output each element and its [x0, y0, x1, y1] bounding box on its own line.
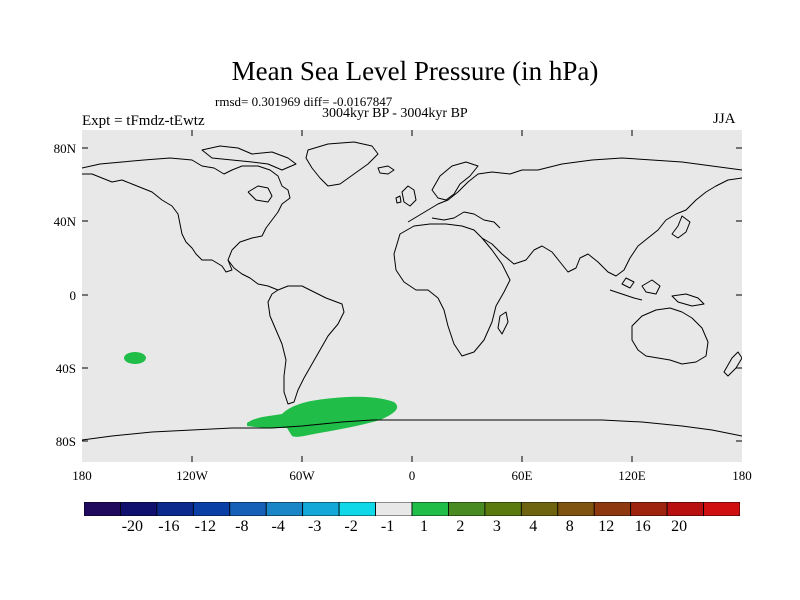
colorbar-label: 1 [420, 518, 428, 535]
colorbar-box [557, 502, 595, 516]
coast-south-america [267, 285, 345, 405]
colorbar-box [302, 502, 340, 516]
colorbar-label: -2 [344, 518, 358, 535]
lat-label-80s: 80S [55, 434, 76, 449]
colorbar-label: -20 [121, 518, 144, 535]
coast-japan [671, 215, 691, 239]
lat-label-40s: 40S [55, 361, 76, 376]
colorbar-label: 3 [492, 518, 501, 535]
colorbar-box [375, 502, 413, 516]
colorbar-box [265, 502, 304, 516]
colorbar-box [593, 502, 632, 516]
lon-label-180w: 180 [72, 468, 92, 483]
lon-label-120w: 120W [176, 468, 208, 483]
colorbar-label: -4 [271, 518, 285, 535]
colorbar-label: -16 [158, 518, 180, 535]
lat-label-40n: 40N [53, 214, 76, 229]
coast-central-america [227, 259, 279, 291]
colorbar-box [666, 502, 704, 516]
experiment-label: Expt = tFmdz-tEwtz [82, 113, 205, 129]
colorbar-box [448, 502, 486, 516]
anomaly-patch-south-pacific [124, 352, 146, 364]
colorbar-box [484, 502, 522, 516]
colorbar-label: -3 [308, 518, 322, 535]
colorbar-label: 16 [634, 518, 651, 535]
plot-title: Mean Sea Level Pressure (in hPa) [231, 56, 599, 86]
colorbar-label: 2 [456, 518, 465, 535]
colorbar-label: -1 [380, 518, 395, 535]
lon-label-120e: 120E [618, 468, 646, 483]
lon-label-0: 0 [408, 468, 416, 483]
colorbar-box [120, 502, 158, 516]
map-ticks [82, 130, 742, 462]
colorbar-box [703, 502, 740, 516]
coast-new-zealand [723, 351, 742, 377]
coast-madagascar [497, 311, 509, 335]
colorbar-label: -8 [235, 518, 249, 535]
stats-subtitle: rmsd= 0.301969 diff= -0.0167847 [215, 94, 393, 109]
coast-arctic-islands [201, 145, 297, 171]
colorbar-label: 12 [598, 518, 615, 535]
coast-antarctica [82, 419, 742, 441]
coast-asia [481, 157, 742, 277]
colorbar-box [630, 502, 668, 516]
lon-label-60e: 60E [511, 468, 533, 483]
coast-australia [631, 307, 709, 365]
colorbar [84, 502, 740, 516]
lon-label-180e: 180 [732, 468, 752, 483]
coast-hudson-bay [247, 185, 273, 203]
colorbar-box [229, 502, 267, 516]
coast-greenland [305, 141, 379, 187]
coast-maritime [609, 277, 705, 307]
lon-label-60w: 60W [289, 468, 315, 483]
colorbar-label: 4 [529, 518, 538, 535]
colorbar-box [192, 502, 231, 516]
colorbar-box [338, 502, 376, 516]
lat-label-80n: 80N [53, 141, 76, 156]
period-subtitle: 3004kyr BP - 3004kyr BP [322, 106, 468, 121]
season-label: JJA [713, 111, 736, 127]
map-ocean-background [82, 130, 742, 462]
coast-north-america [82, 157, 291, 273]
coast-africa [393, 223, 511, 357]
colorbar-label: 20 [671, 518, 688, 535]
coast-scandinavia [431, 161, 479, 201]
coast-europe [407, 169, 538, 229]
colorbar-label: 8 [565, 518, 574, 535]
lat-label-0: 0 [69, 288, 77, 303]
coast-british-isles [395, 185, 417, 207]
colorbar-label: -12 [194, 518, 216, 535]
colorbar-box [84, 502, 121, 516]
coastlines [82, 141, 742, 441]
colorbar-box [520, 502, 559, 516]
colorbar-box [411, 502, 449, 516]
coast-iceland [377, 165, 395, 175]
world-map [82, 130, 742, 462]
colorbar-box [156, 502, 194, 516]
